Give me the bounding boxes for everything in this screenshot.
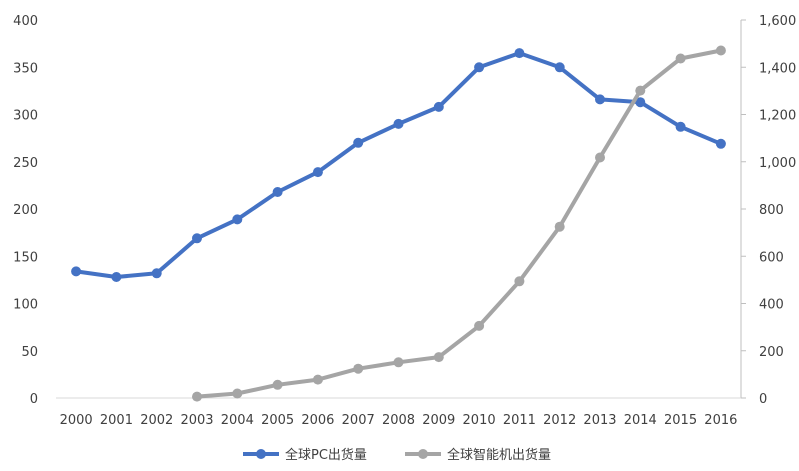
legend-marker [418, 449, 428, 459]
x-tick-label: 2016 [704, 413, 737, 428]
data-point [232, 214, 243, 225]
data-point [433, 101, 444, 112]
x-tick-label: 2002 [140, 413, 173, 428]
left-axis: 0 50 100 150 200 250 300 350 400 [13, 14, 38, 407]
data-point [192, 233, 202, 244]
series-2 [192, 45, 726, 402]
legend-label: 全球PC出货量 [285, 447, 367, 463]
data-point [715, 138, 726, 149]
legend-item: 全球智能机出货量 [405, 447, 551, 463]
right-axis: 0 200 400 600 800 1,000 1,200 1,400 1,600 [741, 14, 796, 407]
legend-item: 全球PC出货量 [243, 447, 367, 463]
y-left-tick-label: 0 [30, 392, 38, 407]
series-line [74, 51, 723, 279]
data-point [111, 272, 122, 282]
y-left-tick-label: 150 [13, 250, 38, 265]
y-right-tick-label: 0 [759, 392, 767, 407]
data-point [474, 62, 485, 73]
data-point [393, 118, 404, 129]
data-point [192, 391, 202, 402]
y-right-tick-label: 1,000 [759, 156, 796, 171]
x-tick-label: 2013 [583, 413, 616, 428]
data-point [272, 379, 283, 390]
data-point [715, 45, 726, 56]
x-tick-label: 2014 [624, 413, 657, 428]
series-line [195, 48, 723, 399]
data-point [312, 167, 323, 178]
data-point [514, 48, 525, 59]
data-point [554, 221, 565, 232]
legend-marker [256, 449, 266, 459]
data-point [232, 388, 243, 399]
data-point [635, 97, 646, 108]
data-point [675, 53, 686, 64]
x-tick-label: 2015 [664, 413, 697, 428]
y-left-tick-label: 200 [13, 203, 38, 218]
y-right-tick-label: 200 [759, 345, 784, 360]
data-point [675, 121, 686, 132]
y-right-tick-label: 400 [759, 298, 784, 313]
x-tick-label: 2007 [342, 413, 375, 428]
series-1 [71, 48, 726, 282]
data-point [272, 187, 283, 197]
data-point [353, 363, 364, 374]
y-left-tick-label: 100 [13, 298, 38, 313]
y-left-tick-label: 400 [13, 14, 38, 29]
y-left-tick-label: 350 [13, 61, 38, 76]
data-point [554, 62, 565, 73]
data-point [514, 276, 525, 287]
legend: 全球PC出货量 全球智能机出货量 [243, 447, 551, 463]
x-tick-label: 2011 [503, 413, 536, 428]
data-point [474, 320, 485, 331]
y-right-tick-label: 600 [759, 250, 784, 265]
y-left-tick-label: 250 [13, 156, 38, 171]
series-layer [71, 45, 726, 402]
x-tick-label: 2005 [261, 413, 294, 428]
y-right-tick-label: 1,200 [759, 109, 796, 124]
data-point [393, 357, 404, 368]
data-point [353, 137, 364, 148]
x-tick-label: 2006 [301, 413, 334, 428]
data-point [595, 94, 605, 105]
y-right-tick-label: 1,400 [759, 61, 796, 76]
x-tick-label: 2001 [100, 413, 133, 428]
y-right-tick-label: 1,600 [759, 14, 796, 29]
x-tick-label: 2009 [422, 413, 455, 428]
data-point [433, 352, 444, 363]
x-axis: 2000 2001 2002 2003 2004 2005 2006 2007 2008 2009… [60, 413, 738, 428]
x-tick-label: 2012 [543, 413, 576, 428]
data-point [71, 266, 82, 277]
x-tick-label: 2010 [463, 413, 496, 428]
x-tick-label: 2003 [180, 413, 213, 428]
x-tick-label: 2008 [382, 413, 415, 428]
data-point [151, 268, 162, 279]
data-point [312, 374, 323, 385]
y-left-tick-label: 300 [13, 109, 38, 124]
y-right-tick-label: 800 [759, 203, 784, 218]
y-left-tick-label: 50 [21, 345, 38, 360]
x-tick-label: 2004 [221, 413, 254, 428]
x-tick-label: 2000 [60, 413, 93, 428]
legend-label: 全球智能机出货量 [447, 447, 551, 463]
data-point [595, 152, 605, 163]
data-point [635, 85, 646, 96]
